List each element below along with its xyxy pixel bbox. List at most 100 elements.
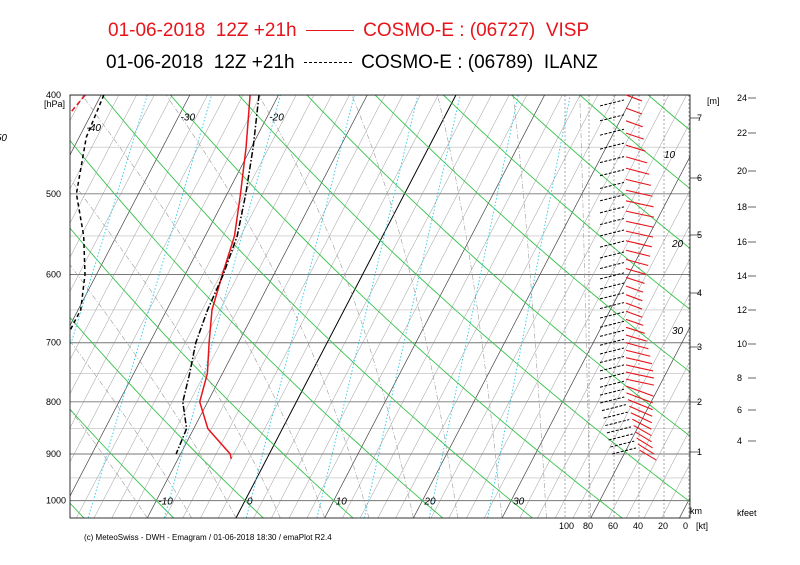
mixing-ratio-line [70, 95, 148, 349]
wind-barb [625, 200, 654, 208]
isotherm-line [572, 292, 690, 518]
footer-credit: (c) MeteoSwiss - DWH - Emagram / 01-06-2… [84, 533, 332, 542]
wind-barb [599, 99, 625, 107]
isotherm-line [111, 95, 332, 518]
dry-adiabat [306, 95, 690, 437]
legend-line-dashdot [303, 62, 352, 64]
isotherm-line [715, 95, 800, 518]
plot-frame [69, 94, 691, 519]
wind-barb [599, 364, 625, 372]
isotherm-line [70, 95, 261, 463]
moist-adiabat [512, 95, 547, 518]
wind-speed-tick-label: 0 [683, 521, 688, 531]
kfeet-label: 10 [737, 339, 747, 349]
wind-barb [599, 302, 625, 310]
header-line-visp: 01-06-2018 12Z +21h COSMO-E : (06727) VI… [108, 20, 589, 42]
wind-barb [600, 396, 625, 404]
wind-barb [625, 120, 643, 128]
isotherm-line [70, 95, 120, 190]
wind-barb [599, 181, 625, 189]
header-date: 01-06-2018 [108, 20, 206, 41]
isotherm-line [129, 95, 350, 518]
header-time: 12Z +21h [215, 20, 297, 41]
dry-adiabat [70, 139, 443, 518]
isotherm-line [395, 95, 616, 518]
isotherm-line [555, 258, 690, 518]
moist-adiabat [258, 95, 414, 518]
wind-barb [625, 285, 644, 293]
moist-adiabat [579, 95, 592, 518]
isotherm-label: -10 [158, 497, 173, 508]
mixing-ratio-line [245, 95, 355, 518]
isotherm-line [430, 95, 652, 518]
isotherm-line [164, 95, 386, 518]
moist-adiabat [437, 95, 503, 518]
kfeet-label: 6 [737, 405, 742, 415]
wind-barb [625, 310, 643, 318]
isotherm-line [0, 95, 30, 518]
height-m-label: 4 [697, 288, 702, 298]
isotherm-line [70, 95, 244, 429]
wind-barb [625, 220, 654, 228]
wind-speed-tick-label: 20 [658, 521, 668, 531]
isotherm-line [182, 95, 403, 518]
isotherm-line [413, 95, 634, 518]
kfeet-label: 14 [737, 271, 747, 281]
wind-barb [625, 178, 652, 186]
wind-barb [625, 249, 651, 257]
isotherm-line [218, 95, 439, 518]
header-date: 01-06-2018 [106, 52, 204, 73]
isotherm-label: -20 [269, 113, 284, 124]
dry-adiabat [70, 502, 85, 518]
wind-barb [599, 114, 625, 122]
wind-barb [608, 433, 633, 441]
isotherm-line [342, 95, 563, 518]
dry-adiabat [170, 95, 623, 518]
wind-barb [601, 404, 627, 412]
isotherm-line [519, 190, 690, 518]
wind-unit-label: [kt] [696, 521, 708, 531]
kfeet-label: 18 [737, 202, 747, 212]
wind-barb [625, 294, 643, 302]
isotherm-line [466, 95, 687, 518]
isotherm-line [70, 95, 279, 497]
pressure-unit-label: [hPa] [44, 99, 65, 109]
wind-barb [603, 411, 628, 419]
wind-barb [606, 426, 632, 434]
isotherm-line [484, 121, 690, 518]
isotherm-line [501, 155, 690, 518]
kfeet-label: 8 [737, 373, 742, 383]
wind-barb [599, 229, 625, 237]
kfeet-unit: kfeet [737, 508, 757, 518]
moist-adiabat [81, 95, 325, 518]
header-station: VISP [545, 20, 590, 41]
mixing-ratio-label: 30 [672, 326, 684, 337]
mixing-ratio-line [0, 95, 13, 518]
wind-barb [637, 443, 655, 455]
isotherm-line [146, 95, 368, 518]
mixing-ratio-line [363, 95, 461, 518]
dry-adiabat [374, 95, 690, 373]
wind-barb [625, 144, 646, 152]
wind-barb [625, 258, 649, 267]
moist-adiabat [70, 340, 192, 518]
wind-speed-tick-label: 60 [608, 521, 618, 531]
dry-adiabat [70, 227, 354, 518]
header-model: COSMO-E : (06727) [363, 20, 536, 41]
wind-barb [599, 142, 625, 150]
dry-adiabat [70, 408, 174, 518]
wind-barb [625, 276, 645, 284]
wind-barb [599, 272, 625, 280]
legend-line-solid [305, 30, 354, 32]
isotherm-label: -50 [0, 133, 7, 144]
wind-barb [633, 425, 652, 437]
wind-barb [599, 380, 625, 388]
dry-adiabat [443, 95, 690, 310]
wind-barb [625, 349, 651, 357]
wind-barb [625, 167, 650, 175]
dry-adiabat [101, 95, 533, 518]
wind-barb [599, 156, 625, 164]
temperature-line-visp [198, 95, 251, 460]
wind-profile-visp [625, 94, 657, 461]
